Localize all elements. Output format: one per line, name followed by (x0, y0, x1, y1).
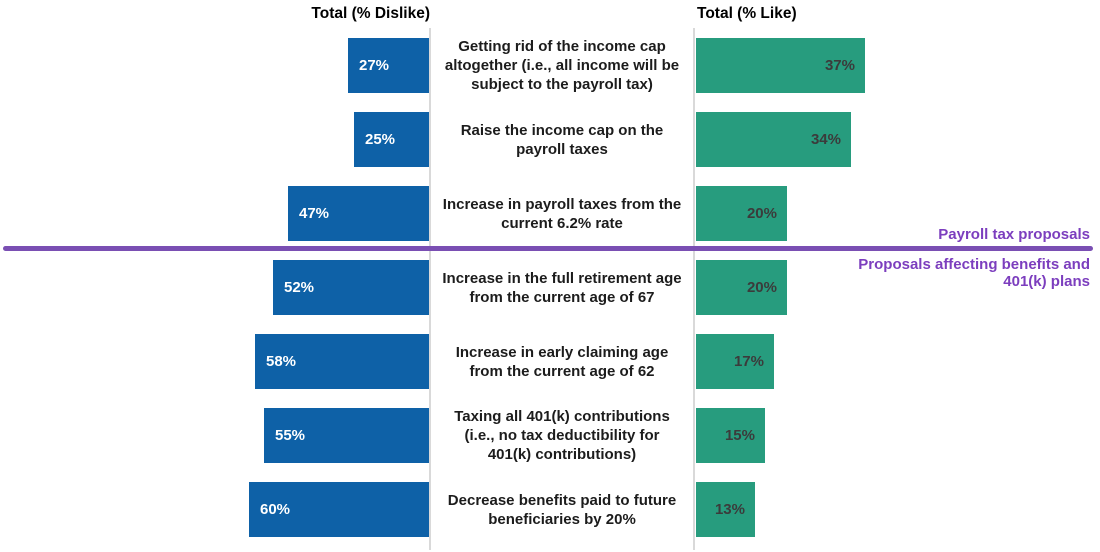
dislike-bar: 60% (249, 482, 429, 537)
dislike-bar: 27% (348, 38, 429, 93)
category-label: Getting rid of the income cap altogether… (444, 38, 680, 93)
like-value-label: 15% (724, 427, 755, 444)
category-label: Taxing all 401(k) contributions (i.e., n… (454, 408, 670, 463)
proposal-row: 47% Increase in payroll taxes from the c… (0, 186, 1100, 241)
proposal-row: 25% Raise the income cap on the payroll … (0, 112, 1100, 167)
category-label: Decrease benefits paid to future benefic… (447, 491, 677, 528)
proposal-row: 60% Decrease benefits paid to future ben… (0, 482, 1100, 537)
like-bar: 34% (696, 112, 851, 167)
dislike-value-label: 55% (275, 427, 306, 444)
dislike-bar: 25% (354, 112, 429, 167)
like-value-label: 20% (746, 205, 777, 222)
like-bar: 17% (696, 334, 774, 389)
dislike-value-label: 47% (299, 205, 330, 222)
like-bar: 20% (696, 260, 787, 315)
like-axis-baseline (693, 28, 695, 550)
category-label: Increase in early claiming age from the … (455, 343, 669, 380)
dislike-bar: 55% (264, 408, 429, 463)
dislike-value-label: 58% (266, 353, 297, 370)
like-value-label: 13% (714, 501, 745, 518)
like-value-label: 37% (824, 57, 855, 74)
dislike-bar: 52% (273, 260, 429, 315)
like-value-label: 20% (746, 279, 777, 296)
like-column-header: Total (% Like) (697, 5, 797, 22)
category-label: Raise the income cap on the payroll taxe… (460, 121, 664, 158)
like-bar: 15% (696, 408, 765, 463)
proposal-row: 52% Increase in the full retirement age … (0, 260, 1100, 315)
dislike-value-label: 25% (365, 131, 396, 148)
like-bar: 37% (696, 38, 865, 93)
dislike-bar: 58% (255, 334, 429, 389)
dislike-bar: 47% (288, 186, 429, 241)
dislike-value-label: 60% (260, 501, 291, 518)
dislike-axis-baseline (429, 28, 431, 550)
category-label: Increase in the full retirement age from… (442, 269, 682, 306)
like-value-label: 17% (733, 353, 764, 370)
dislike-value-label: 27% (359, 57, 390, 74)
dislike-value-label: 52% (284, 279, 315, 296)
proposal-row: 58% Increase in early claiming age from … (0, 334, 1100, 389)
proposal-row: 27% Getting rid of the income cap altoge… (0, 38, 1100, 93)
like-bar: 13% (696, 482, 755, 537)
proposal-row: 55% Taxing all 401(k) contributions (i.e… (0, 408, 1100, 463)
category-label: Increase in payroll taxes from the curre… (442, 195, 682, 232)
group-divider-line (3, 246, 1093, 251)
group-label-benefits-401k-proposals: Proposals affecting benefits and 401(k) … (858, 256, 1090, 290)
like-value-label: 34% (810, 131, 841, 148)
dislike-column-header: Total (% Dislike) (311, 5, 430, 22)
group-label-payroll-tax-proposals: Payroll tax proposals (938, 226, 1090, 243)
like-bar: 20% (696, 186, 787, 241)
